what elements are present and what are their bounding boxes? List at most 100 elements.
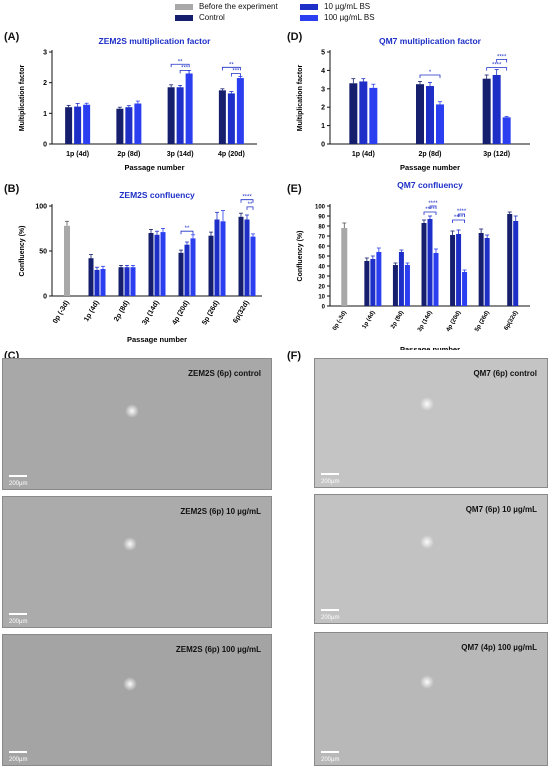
micrograph-caption: ZEM2S (6p) 100 µg/mL: [175, 645, 261, 654]
chart-d-y-tick-label: 5: [321, 50, 325, 57]
chart-e-y-tick-label: 20: [318, 285, 325, 291]
chart-e-x-axis-label: Passage number: [400, 345, 460, 350]
chart-d-y-tick-label: 4: [321, 68, 325, 75]
scale-bar: [9, 613, 27, 615]
chart-b-y-tick-label: 0: [43, 294, 47, 301]
chart-d-significance-label: ****: [497, 54, 507, 60]
chart-d-significance-bracket: [496, 58, 508, 63]
chart-e-bar-before: [341, 228, 348, 306]
chart-e-bar: [462, 272, 468, 306]
chart-b-bar: [250, 236, 256, 296]
chart-e-y-tick-label: 40: [318, 265, 325, 271]
chart-a-x-tick-label: 1p (4d): [66, 151, 89, 158]
chart-e-y-tick-label: 0: [322, 305, 326, 311]
chart-e-y-tick-label: 80: [318, 225, 325, 231]
chart-a-significance-label: **: [229, 62, 234, 68]
micrograph-bright-spot: [420, 535, 434, 549]
chart-d-qm7-multiplication: QM7 multiplication factor 0 1 2 3 4 5 Multiplic…: [297, 36, 530, 172]
chart-a-y-tick-label: 3: [43, 50, 47, 57]
chart-b-bar: [214, 219, 220, 296]
chart-a-bar: [134, 103, 142, 144]
chart-e-bar: [478, 233, 484, 306]
micrograph-qm7-10ug: QM7 (6p) 10 µg/mL 200µm: [314, 494, 548, 624]
legend-swatch-before: [175, 3, 193, 10]
chart-e-y-tick-label: 10: [318, 295, 325, 301]
chart-d-y-tick-label: 1: [321, 123, 325, 130]
chart-b-x-tick-label: 2p (8d): [113, 300, 131, 323]
chart-a-significance-bracket: [230, 73, 241, 77]
chart-e-bar: [513, 221, 519, 306]
chart-e-significance-label: ****: [454, 215, 464, 221]
legend-item-10ug: 10 µg/mL BS: [300, 2, 370, 11]
chart-b-y-tick-label: 100: [35, 204, 47, 211]
chart-a-bar: [65, 107, 73, 144]
chart-a-title: ZEM2S multiplication factor: [99, 36, 212, 46]
chart-a-bar: [125, 107, 133, 144]
scale-bar-label: 200µm: [9, 481, 28, 487]
panel-label-d: (D): [287, 31, 303, 43]
chart-a-significance-label: **: [178, 59, 183, 65]
chart-a-y-axis-label: Multiplication factor: [19, 64, 26, 131]
chart-a-x-axis-label: Passage number: [124, 163, 184, 172]
scale-bar-label: 200µm: [9, 757, 28, 763]
panel-label-f: (F): [287, 350, 302, 362]
chart-b-significance-label: ****: [242, 195, 252, 201]
chart-b-bar: [148, 233, 154, 296]
chart-d-bar: [426, 86, 434, 144]
chart-a-bar: [176, 87, 184, 144]
chart-b-bar: [130, 267, 136, 296]
chart-d-bar: [369, 87, 378, 144]
chart-e-bar: [507, 214, 513, 306]
chart-a-significance-label: ***: [232, 68, 240, 74]
legend-swatch-10ug: [300, 3, 318, 10]
chart-b-significance-bracket: [246, 206, 254, 210]
chart-d-x-tick-label: 1p (4d): [352, 151, 375, 158]
chart-e-y-tick-label: 90: [318, 215, 325, 221]
chart-e-bar: [392, 265, 398, 306]
chart-b-bar: [208, 235, 214, 296]
chart-d-bar: [436, 104, 444, 144]
micrograph-caption: QM7 (6p) control: [473, 369, 537, 378]
chart-e-y-axis-label: Confluency (%): [297, 231, 304, 282]
chart-b-bar: [94, 269, 100, 296]
chart-e-bar: [364, 261, 370, 306]
chart-d-significance-bracket: [419, 74, 441, 78]
chart-d-y-tick-label: 2: [321, 105, 325, 112]
micrograph-caption: ZEM2S (6p) 10 µg/mL: [180, 507, 261, 516]
chart-b-bar: [220, 221, 226, 296]
legend-swatch-100ug: [300, 14, 318, 21]
chart-d-bar: [359, 81, 368, 144]
chart-b-bar: [178, 252, 184, 296]
legend-item-control: Control: [175, 13, 225, 22]
chart-a-bar: [74, 106, 82, 144]
legend-label-control: Control: [199, 13, 225, 22]
chart-b-bar: [160, 232, 166, 296]
legend-item-100ug: 100 µg/mL BS: [300, 13, 375, 22]
legend-item-before: Before the experiment: [175, 2, 278, 11]
chart-d-significance-bracket: [486, 67, 508, 71]
scale-bar-label: 200µm: [9, 619, 28, 625]
chart-b-x-axis-label: Passage number: [127, 335, 187, 344]
chart-e-x-tick-label: 1p (4d): [362, 310, 377, 330]
chart-a-x-tick-label: 3p (14d): [167, 151, 194, 158]
chart-e-x-tick-label: 2p (8d): [390, 310, 405, 330]
chart-b-x-tick-label: 6p(32d): [232, 300, 251, 325]
micrograph-bright-spot: [420, 675, 434, 689]
chart-d-bar: [502, 117, 511, 144]
chart-e-bar: [484, 238, 490, 306]
panel-label-e: (E): [287, 183, 302, 195]
chart-e-bar: [404, 265, 410, 306]
chart-e-x-tick-label: 6p(32d): [504, 310, 520, 331]
micrograph-qm7-100ug: QM7 (4p) 100 µg/mL 200µm: [314, 632, 548, 766]
chart-e-bar: [376, 252, 382, 306]
chart-b-significance-label: **: [185, 226, 190, 232]
chart-a-bar: [83, 104, 91, 144]
chart-e-y-tick-label: 50: [318, 255, 325, 261]
chart-a-y-tick-label: 0: [43, 142, 47, 149]
chart-d-bar: [482, 78, 491, 144]
chart-e-title: QM7 confluency: [397, 180, 463, 190]
chart-e-bar: [427, 219, 433, 306]
chart-a-bar: [236, 78, 244, 144]
legend-label-100ug: 100 µg/mL BS: [324, 13, 375, 22]
chart-a-bar: [116, 108, 124, 144]
